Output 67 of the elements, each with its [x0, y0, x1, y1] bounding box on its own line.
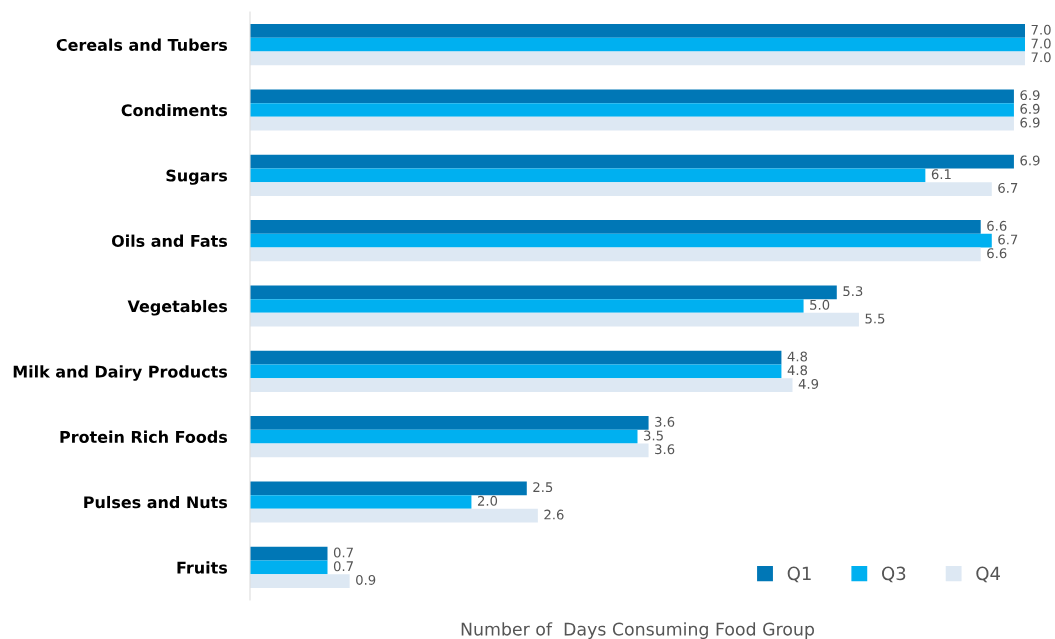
- bar: [250, 574, 350, 588]
- bar: [250, 103, 1014, 117]
- bar: [250, 24, 1025, 38]
- data-label: 7.0: [1031, 24, 1051, 35]
- y-tick-label: Milk and Dairy Products: [13, 365, 228, 381]
- data-label: 4.8: [787, 351, 808, 362]
- bar: [250, 378, 793, 392]
- data-label: 2.6: [544, 509, 564, 520]
- legend-label: Q1: [787, 566, 811, 583]
- data-label: 4.9: [798, 378, 819, 389]
- bar: [250, 247, 981, 262]
- y-tick-label: Vegetables: [127, 299, 228, 316]
- data-label: 2.5: [533, 482, 553, 493]
- bar: [250, 416, 649, 430]
- data-label: 6.9: [1020, 155, 1040, 166]
- bar: [250, 89, 1014, 104]
- bar: [250, 495, 472, 509]
- bar: [250, 443, 649, 458]
- y-tick-label: Sugars: [166, 169, 228, 185]
- x-axis-title: Number of Days Consuming Food Group: [461, 622, 815, 639]
- bar: [250, 560, 328, 575]
- bar: [250, 350, 782, 365]
- data-label: 6.6: [987, 220, 1007, 231]
- bar: [250, 546, 328, 561]
- data-label: 0.7: [333, 561, 353, 572]
- y-tick-label: Protein Rich Foods: [60, 430, 228, 443]
- bar: [250, 51, 1025, 66]
- bar: [250, 154, 1014, 169]
- data-label: 5.0: [810, 299, 830, 310]
- y-tick-label: Condiments: [121, 103, 228, 117]
- bar: [250, 233, 992, 248]
- data-label: 2.0: [477, 495, 498, 506]
- data-label: 6.9: [1020, 117, 1040, 128]
- bar: [250, 429, 638, 444]
- bar: [250, 481, 527, 496]
- data-label: 5.3: [843, 286, 863, 297]
- data-label: 4.8: [787, 365, 808, 376]
- bar: [250, 312, 859, 327]
- bar: [250, 364, 782, 379]
- bar: [250, 285, 837, 300]
- data-label: 3.5: [644, 430, 663, 441]
- bar: [250, 299, 804, 313]
- bar: [250, 508, 538, 523]
- y-tick-label: Pulses and Nuts: [84, 495, 228, 509]
- data-label: 7.0: [1031, 38, 1051, 49]
- legend-label: Q3: [882, 566, 906, 583]
- data-label: 6.9: [1020, 90, 1040, 101]
- data-label: 0.7: [333, 547, 353, 558]
- bar: [250, 182, 992, 196]
- y-tick-label: Fruits: [177, 561, 228, 574]
- data-label: 6.6: [987, 248, 1007, 259]
- data-label: 6.7: [998, 234, 1018, 245]
- data-label: 3.6: [655, 444, 675, 455]
- bar: [250, 168, 926, 183]
- data-label: 3.6: [655, 416, 675, 427]
- data-label: 7.0: [1031, 52, 1051, 63]
- legend-label: Q4: [976, 566, 1000, 583]
- data-label: 6.7: [998, 182, 1018, 193]
- data-label: 5.5: [865, 313, 885, 324]
- y-tick-label: Oils and Fats: [111, 234, 228, 247]
- y-tick-label: Cereals and Tubers: [56, 38, 228, 51]
- bar: [250, 37, 1025, 52]
- bar: [250, 116, 1014, 131]
- bar: [250, 220, 981, 234]
- data-label: 6.1: [931, 169, 951, 180]
- data-label: 6.9: [1020, 103, 1040, 114]
- data-label: 0.9: [356, 574, 376, 585]
